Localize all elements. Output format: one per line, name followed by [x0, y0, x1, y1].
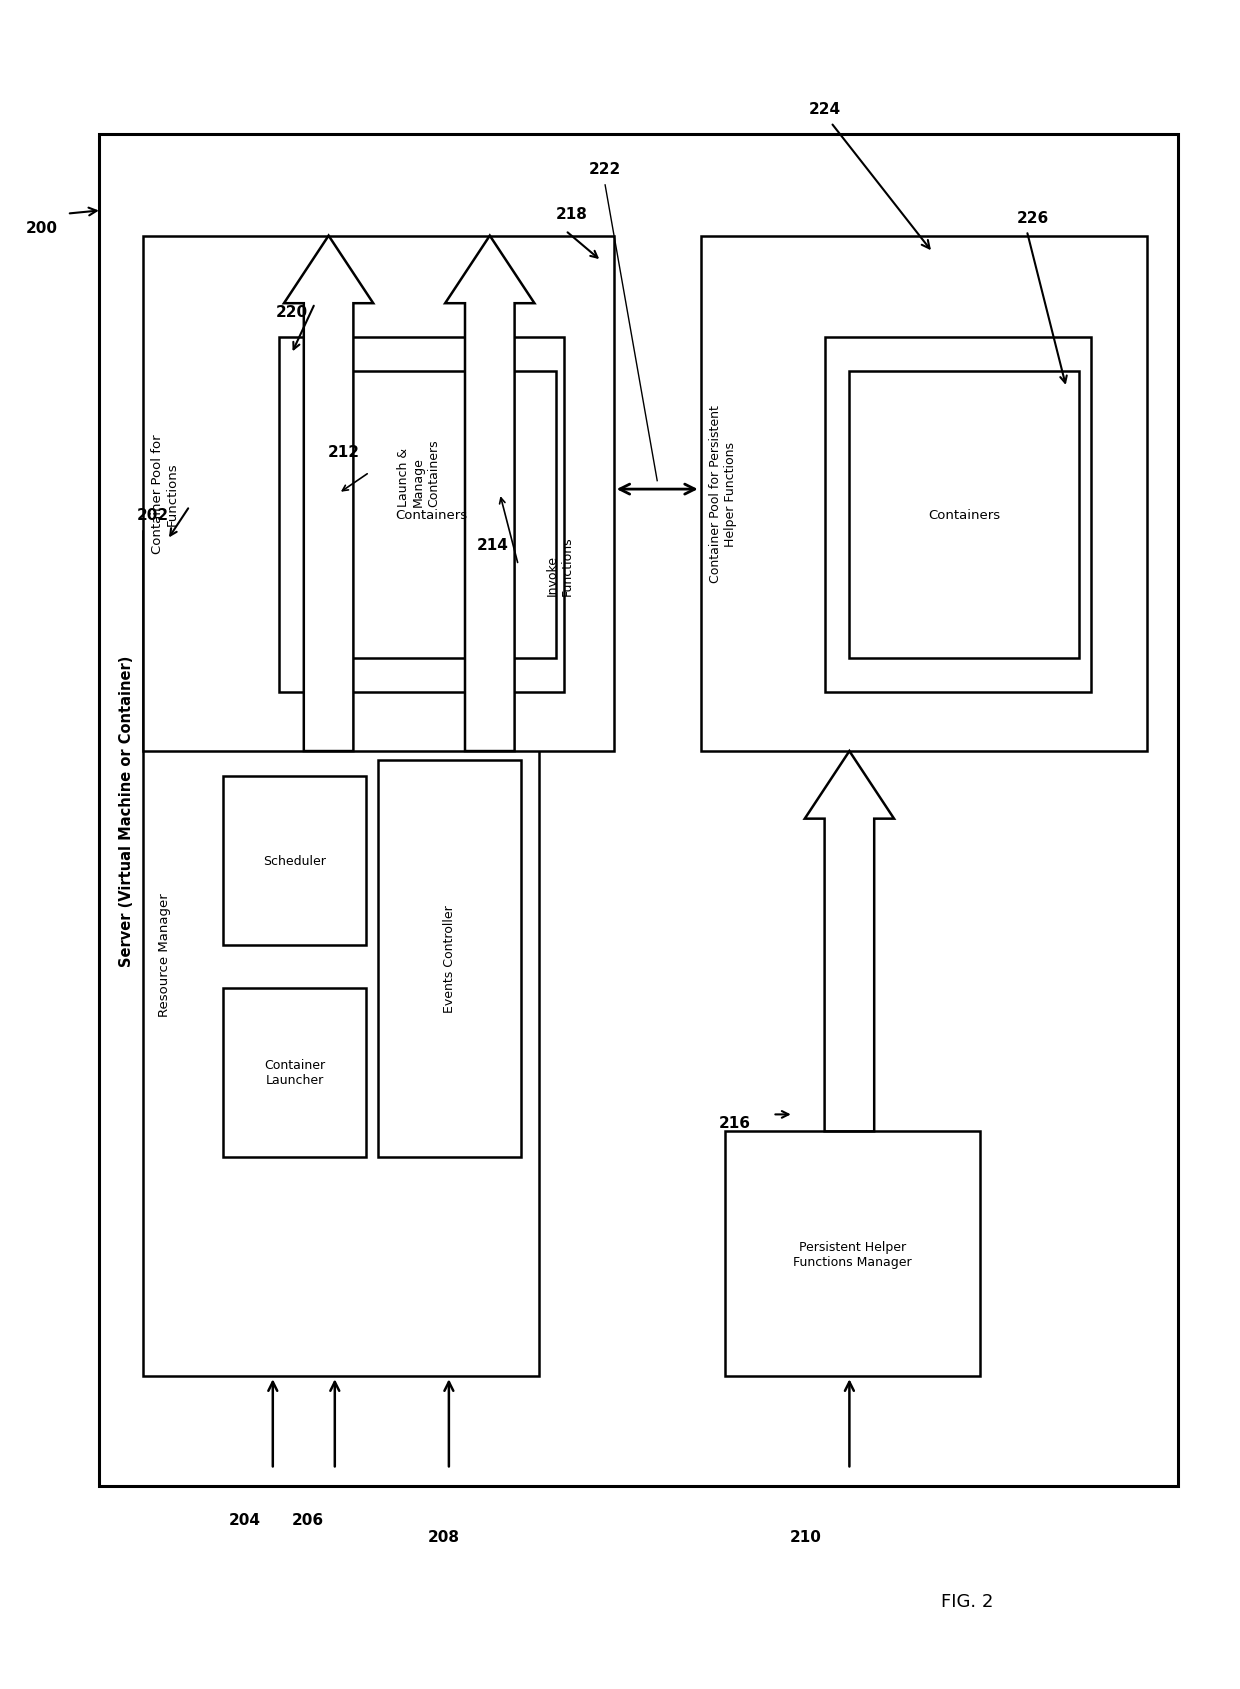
Polygon shape	[445, 236, 534, 752]
Text: Resource Manager: Resource Manager	[159, 892, 171, 1017]
Text: 208: 208	[428, 1530, 460, 1544]
Text: Persistent Helper
Functions Manager: Persistent Helper Functions Manager	[794, 1240, 911, 1268]
Text: 202: 202	[136, 508, 169, 522]
Polygon shape	[805, 752, 894, 1132]
Text: Container Pool for Persistent
Helper Functions: Container Pool for Persistent Helper Fun…	[709, 405, 737, 583]
Bar	[725, 1132, 980, 1377]
Bar	[701, 236, 1147, 752]
Text: Container
Launcher: Container Launcher	[264, 1059, 325, 1086]
Text: 224: 224	[808, 103, 841, 117]
Bar	[143, 236, 614, 752]
Text: 218: 218	[556, 208, 588, 221]
Text: Events Controller: Events Controller	[443, 905, 456, 1012]
Polygon shape	[284, 236, 373, 752]
Text: 204: 204	[228, 1513, 260, 1527]
Bar	[223, 988, 366, 1157]
Bar	[99, 135, 1178, 1486]
Text: 226: 226	[1017, 211, 1049, 225]
Bar	[308, 372, 556, 659]
Text: 200: 200	[26, 221, 58, 235]
Bar	[849, 372, 1079, 659]
Text: Container Pool for
Functions: Container Pool for Functions	[151, 434, 179, 554]
Bar	[279, 338, 564, 692]
Text: Scheduler: Scheduler	[263, 855, 326, 868]
Text: 206: 206	[291, 1513, 324, 1527]
Text: Containers: Containers	[396, 508, 467, 522]
Bar	[143, 532, 539, 1377]
Text: Launch &
Manage
Containers: Launch & Manage Containers	[397, 439, 440, 507]
Bar	[378, 760, 521, 1157]
Bar	[223, 777, 366, 946]
Text: 210: 210	[790, 1530, 822, 1544]
Text: Server (Virtual Machine or Container): Server (Virtual Machine or Container)	[119, 655, 134, 966]
Text: 220: 220	[275, 306, 308, 319]
Text: Invoke
Functions: Invoke Functions	[546, 535, 574, 596]
Text: 216: 216	[719, 1116, 751, 1130]
Text: FIG. 2: FIG. 2	[941, 1591, 993, 1610]
Text: 222: 222	[589, 162, 621, 176]
Text: Containers: Containers	[928, 508, 1001, 522]
Text: 214: 214	[476, 539, 508, 552]
Text: 212: 212	[327, 446, 360, 459]
Bar	[825, 338, 1091, 692]
